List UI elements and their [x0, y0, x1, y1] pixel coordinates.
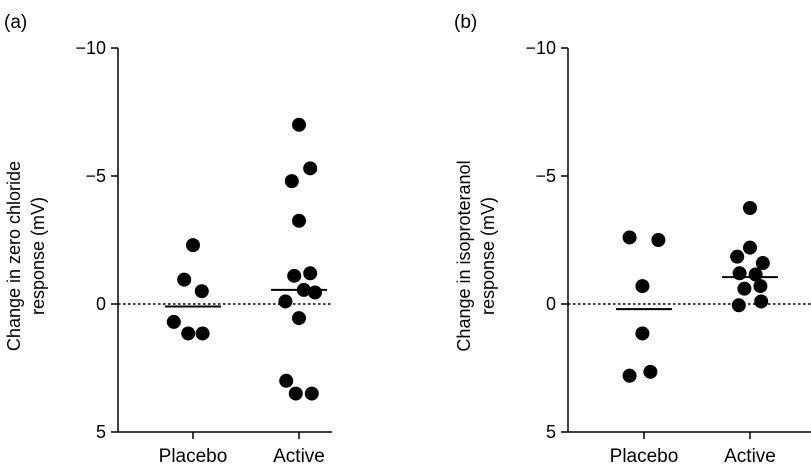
panel-a-xtick-label: Active [273, 446, 325, 467]
panel-b-data-point [635, 279, 650, 294]
panel-b-data-point [755, 256, 770, 271]
panel-b-data-point [635, 326, 650, 341]
panel-b-data-point [622, 230, 637, 245]
panel-a-data-point [181, 326, 196, 341]
panel-b-data-point [743, 201, 757, 215]
panel-a-ylabel-line1: Change in zero chloride [4, 161, 24, 351]
panel-b-ylabel-line1: Change in isoproteranol [454, 160, 474, 351]
panel-b-xtick-label: Placebo [610, 446, 679, 467]
panel-b-data-point [737, 281, 752, 296]
panel-a-xtick-label: Placebo [159, 446, 228, 467]
panel-a-ytick-label: 0 [96, 294, 106, 314]
panel-b-ytick-label: 0 [546, 294, 556, 314]
panel-b-ylabel: Change in isoproteranol response (mV) [454, 160, 498, 351]
panel-a-label: (a) [4, 12, 27, 33]
panel-b-data-point [748, 267, 763, 282]
panel-b-data-point [622, 368, 637, 383]
panel-a-data-point [194, 284, 209, 299]
panel-a-data-point [279, 373, 294, 388]
panel-b-plot: −10 −5 0 5 Placebo Active [525, 38, 811, 467]
panel-b-data-point [651, 233, 666, 247]
panel-a-data-point [287, 268, 302, 283]
panel-a-data-point [303, 161, 318, 176]
panel-b-data-point [643, 364, 658, 379]
panel-b-ytick-label: −5 [535, 166, 556, 186]
panel-b-ylabel-line2: response (mV) [478, 197, 498, 315]
panel-a-data-point [304, 386, 319, 401]
panel-a-data-point [308, 285, 322, 300]
panel-a-data-point [284, 174, 299, 189]
panel-b-ytick-label: −10 [525, 38, 556, 58]
panel-a-data-point [177, 272, 192, 287]
panel-a-ylabel-line2: response (mV) [28, 197, 48, 315]
panel-a-ytick-label: −5 [85, 166, 106, 186]
panel-a-data-point [186, 238, 200, 253]
panel-a-data-point [296, 282, 311, 297]
panel-b-data-point [753, 279, 768, 294]
panel-a-data-point [288, 386, 303, 401]
panel-a-data-point [292, 311, 306, 326]
panel-a-data-point [292, 117, 306, 132]
panel-a-data-point [292, 213, 306, 228]
panel-a-ytick-label: −10 [75, 38, 106, 58]
panel-a-data-point [278, 294, 293, 309]
panel-b-ytick-label: 5 [546, 422, 556, 442]
panel-a-plot: −10 −5 0 5 Placebo Active [75, 38, 332, 467]
panel-b-data-point [731, 298, 746, 313]
panel-b-data-point [732, 266, 747, 281]
panel-b-data-point [730, 249, 745, 264]
panel-a-data-point [166, 314, 181, 329]
panel-b-data-point [754, 294, 769, 309]
panel-b: (b) Change in isoproteranol response (mV… [454, 12, 811, 467]
panel-a: (a) Change in zero chloride response (mV… [4, 12, 332, 467]
panel-b-data-point [743, 240, 757, 255]
panel-a-ytick-label: 5 [96, 422, 106, 442]
panel-a-data-point [195, 326, 210, 341]
panel-b-xtick-label: Active [724, 446, 776, 467]
panel-a-data-point [303, 266, 318, 281]
panel-a-ylabel: Change in zero chloride response (mV) [4, 161, 48, 351]
panel-b-label: (b) [454, 12, 477, 33]
